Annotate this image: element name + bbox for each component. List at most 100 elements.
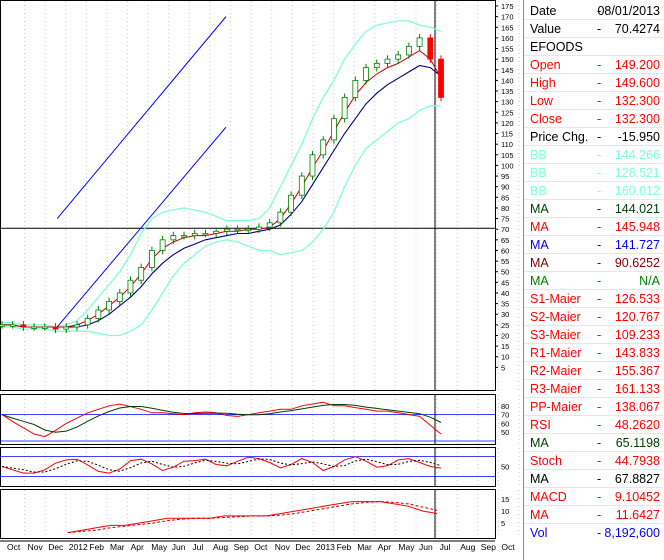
x-tick-label: Dec <box>295 542 311 552</box>
x-tick-label: Oct <box>254 542 268 552</box>
candle-body <box>213 230 220 234</box>
bb-lower-line <box>2 105 441 337</box>
info-value: 155.367 <box>614 364 660 378</box>
info-value: 149.600 <box>614 76 660 90</box>
x-tick-label: Sep <box>234 542 249 552</box>
info-value: 8,192,600 <box>604 526 660 540</box>
candle-body <box>277 211 284 224</box>
info-row: RSI -48.2620 <box>524 415 663 434</box>
info-label: Value <box>530 22 562 36</box>
info-separator: - <box>597 436 602 450</box>
y-tick-label: 155 <box>501 45 514 54</box>
info-label: S3-Maier <box>530 328 581 342</box>
candle-body <box>245 228 252 232</box>
candle-body <box>95 309 102 319</box>
y-tick-label: 160 <box>501 34 514 43</box>
info-row: MA -141.727 <box>524 235 663 254</box>
info-label: MA <box>530 508 549 522</box>
info-label: BB <box>530 148 547 162</box>
rsi-tick-label: 70 <box>501 411 509 420</box>
info-separator: - <box>597 112 602 126</box>
info-separator: - <box>597 238 602 252</box>
x-tick-label: 2013 <box>316 542 335 552</box>
y-tick-label: 80 <box>501 204 509 213</box>
info-label: RSI <box>530 418 551 432</box>
candle-body <box>191 233 198 236</box>
candle-body <box>74 324 80 328</box>
info-row: R3-Maier -161.133 <box>524 379 663 398</box>
candle-body <box>181 235 187 238</box>
info-label: MA <box>530 436 549 450</box>
info-value: 11.6427 <box>615 508 660 522</box>
info-separator: - <box>597 184 602 198</box>
x-tick-label: Nov <box>28 542 44 552</box>
candle-body <box>266 222 273 228</box>
candle-body <box>288 194 294 213</box>
x-tick-label: Apr <box>378 542 391 552</box>
info-label: MACD <box>530 490 567 504</box>
info-value: 48.2620 <box>614 418 660 432</box>
candle-body <box>138 267 145 281</box>
candle-body <box>170 235 177 241</box>
info-value: 132.300 <box>614 94 660 108</box>
rsi-tick-label: 50 <box>501 428 509 437</box>
candle-body <box>116 292 123 302</box>
info-value: 9.10452 <box>614 490 660 504</box>
info-separator: - <box>597 130 602 144</box>
info-label: BB <box>530 166 547 180</box>
info-value: 149.200 <box>614 58 660 72</box>
info-label: Date <box>530 4 557 18</box>
info-row: Date -08/01/2013 <box>524 2 663 20</box>
info-label: Close <box>530 112 562 126</box>
info-row: R2-Maier -155.367 <box>524 361 663 380</box>
info-label: MA <box>530 256 549 270</box>
x-tick-label: 2012 <box>69 542 88 552</box>
info-value: 90.6252 <box>614 256 660 270</box>
y-tick-label: 105 <box>501 151 514 160</box>
candle-body <box>363 67 369 81</box>
info-row: MA - N/A <box>524 271 663 290</box>
candle-body <box>405 45 412 56</box>
info-row: Low -132.300 <box>524 91 663 110</box>
pane-frame <box>0 447 496 487</box>
y-tick-label: 45 <box>501 278 509 287</box>
info-separator: - <box>597 382 602 396</box>
info-value: 144.266 <box>614 148 660 162</box>
macd-tick-label: 5 <box>501 519 505 528</box>
candle-body <box>31 326 38 329</box>
y-tick-label: 50 <box>501 268 509 277</box>
info-separator: - <box>597 94 602 108</box>
candle-body <box>0 324 5 327</box>
y-tick-label: 70 <box>501 225 509 234</box>
y-tick-label: 85 <box>501 193 509 202</box>
info-value: 132.300 <box>614 112 660 126</box>
info-separator: - <box>597 148 602 162</box>
info-row: MA -145.948 <box>524 217 663 236</box>
candle-body <box>373 62 380 69</box>
y-tick-label: 35 <box>501 300 509 309</box>
candle-body <box>427 37 434 60</box>
info-value: 109.233 <box>614 328 660 342</box>
info-row: MA -90.6252 <box>524 253 663 272</box>
info-separator: - <box>597 274 602 288</box>
info-label: MA <box>530 220 549 234</box>
info-row: MA -144.021 <box>524 199 663 218</box>
info-label: High <box>530 76 556 90</box>
y-tick-label: 95 <box>501 172 509 181</box>
info-label: MA <box>530 472 549 486</box>
info-separator: - <box>597 526 602 540</box>
y-tick-label: 75 <box>501 215 509 224</box>
info-value: 65.1198 <box>615 436 660 450</box>
info-row: MA -11.6427 <box>524 505 663 524</box>
x-tick-label: May <box>151 542 168 552</box>
stoch-ma-line <box>1 458 442 473</box>
candle-body <box>416 37 423 47</box>
info-separator: - <box>597 490 602 504</box>
y-tick-label: 10 <box>501 353 509 362</box>
info-row: Vol -8,192,600 <box>524 523 663 542</box>
y-tick-label: 30 <box>501 310 509 319</box>
x-tick-label: Mar <box>110 542 125 552</box>
info-value: 143.833 <box>614 346 660 360</box>
candle-body <box>395 54 402 60</box>
